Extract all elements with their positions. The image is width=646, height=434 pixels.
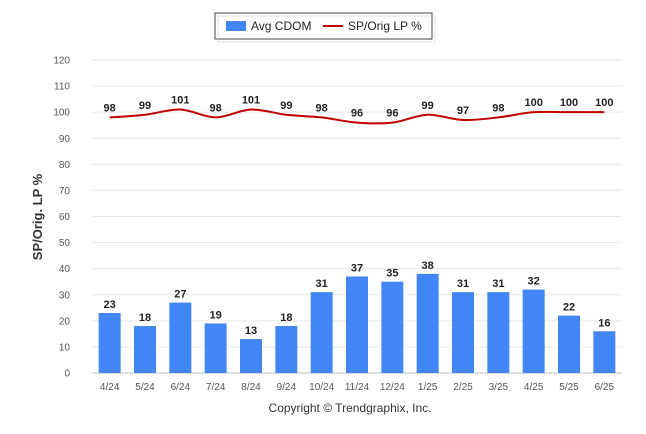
line-data-label: 100 <box>524 97 542 109</box>
bar-avg-cdom <box>381 281 404 373</box>
x-tick-label: 4/25 <box>524 382 544 393</box>
x-tick-label: 1/25 <box>418 382 438 393</box>
line-data-label: 96 <box>351 108 363 120</box>
x-tick-label: 4/24 <box>100 382 120 393</box>
bar-data-label: 22 <box>563 302 575 314</box>
bar-data-label: 16 <box>598 317 610 329</box>
legend-label-avg-cdom: Avg CDOM <box>251 19 311 33</box>
legend: Avg CDOM SP/Orig LP % <box>214 12 436 43</box>
line-data-label: 96 <box>386 108 398 120</box>
data-labels: 23 18 27 19 13 18 31 37 35 38 31 31 32 22 16 98 99 101 98 1… <box>104 95 614 338</box>
y-tick-label: 110 <box>54 82 70 93</box>
y-tick-label: 90 <box>59 134 71 145</box>
x-tick-label: 5/25 <box>559 382 579 393</box>
line-sp-orig-lp <box>109 108 605 125</box>
line-data-label: 100 <box>560 97 578 109</box>
y-tick-label: 70 <box>59 186 71 197</box>
x-axis-ticks: 4/24 5/24 6/24 7/24 8/24 9/24 10/24 11/24 12/24 1… <box>100 382 615 393</box>
bar-avg-cdom <box>134 326 156 373</box>
y-axis-label: SP/Orig. LP % <box>30 173 45 260</box>
bar-data-label: 31 <box>492 278 504 290</box>
legend-label-sp-orig: SP/Orig LP % <box>348 19 422 33</box>
x-tick-label: 11/24 <box>345 382 370 393</box>
line-data-label: 101 <box>242 95 260 107</box>
line-data-label: 99 <box>422 100 434 112</box>
bar-avg-cdom <box>558 315 580 373</box>
y-tick-label: 0 <box>64 369 70 380</box>
bar-data-label: 37 <box>351 262 363 274</box>
y-tick-label: 80 <box>59 160 71 171</box>
bar-data-label: 23 <box>104 299 116 311</box>
bar-avg-cdom <box>240 339 262 373</box>
bar-avg-cdom <box>204 323 227 373</box>
y-tick-label: 10 <box>59 342 71 353</box>
y-tick-label: 120 <box>53 56 70 67</box>
bar-avg-cdom <box>346 276 368 373</box>
bar-data-label: 31 <box>316 278 328 290</box>
bar-avg-cdom <box>310 292 333 373</box>
line-data-label: 98 <box>316 102 328 114</box>
y-tick-label: 60 <box>59 212 71 223</box>
line-data-label: 99 <box>280 100 292 112</box>
bar-avg-cdom <box>169 302 192 373</box>
bar-avg-cdom <box>487 292 510 373</box>
x-tick-label: 6/24 <box>171 382 191 393</box>
bar-avg-cdom <box>593 331 616 373</box>
x-tick-label: 7/24 <box>206 382 226 393</box>
x-tick-label: 5/24 <box>135 382 155 393</box>
y-tick-label: 100 <box>53 108 70 119</box>
bar-data-label: 31 <box>457 278 469 290</box>
bar-data-label: 19 <box>210 309 222 321</box>
x-tick-label: 9/24 <box>277 382 297 393</box>
line-data-label: 98 <box>492 102 504 114</box>
bar-data-label: 32 <box>528 276 540 288</box>
line-data-label: 97 <box>457 105 469 117</box>
line-data-label: 100 <box>595 97 613 109</box>
y-axis-ticks: 0 10 20 30 40 50 60 70 80 90 100 110 120 <box>53 56 70 380</box>
copyright-footer: Copyright © Trendgraphix, Inc. <box>269 401 432 415</box>
x-tick-label: 6/25 <box>595 382 615 393</box>
bar-avg-cdom <box>452 292 474 373</box>
bar-avg-cdom <box>275 326 298 373</box>
line-series <box>109 108 605 125</box>
bars <box>98 273 616 373</box>
x-tick-label: 12/24 <box>380 382 405 393</box>
bar-data-label: 18 <box>280 312 292 324</box>
y-tick-label: 20 <box>59 316 71 327</box>
bar-avg-cdom <box>416 273 439 373</box>
y-tick-label: 30 <box>59 290 71 301</box>
y-tick-label: 50 <box>59 238 71 249</box>
line-data-label: 98 <box>210 102 222 114</box>
bar-data-label: 38 <box>422 260 434 272</box>
line-data-label: 99 <box>139 100 151 112</box>
bar-data-label: 13 <box>245 325 257 337</box>
bar-data-label: 35 <box>386 268 398 280</box>
bar-avg-cdom <box>522 289 545 373</box>
y-tick-label: 40 <box>59 264 71 275</box>
x-tick-label: 2/25 <box>453 382 473 393</box>
bar-avg-cdom <box>98 313 121 373</box>
legend-swatch-avg-cdom <box>226 21 246 31</box>
x-tick-label: 3/25 <box>489 382 509 393</box>
x-tick-label: 10/24 <box>309 382 334 393</box>
line-data-label: 98 <box>104 102 116 114</box>
bar-data-label: 27 <box>174 289 186 301</box>
bar-data-label: 18 <box>139 312 151 324</box>
line-data-label: 101 <box>171 95 189 107</box>
x-tick-label: 8/24 <box>241 382 261 393</box>
